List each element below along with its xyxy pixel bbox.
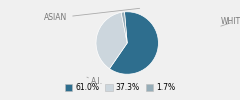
Wedge shape [96, 12, 127, 69]
Text: ASIAN: ASIAN [44, 8, 140, 22]
Text: WHITE: WHITE [221, 18, 240, 26]
Legend: 61.0%, 37.3%, 1.7%: 61.0%, 37.3%, 1.7% [62, 80, 178, 95]
Text: A.I.: A.I. [87, 77, 103, 86]
Wedge shape [121, 12, 127, 43]
Wedge shape [109, 12, 158, 74]
